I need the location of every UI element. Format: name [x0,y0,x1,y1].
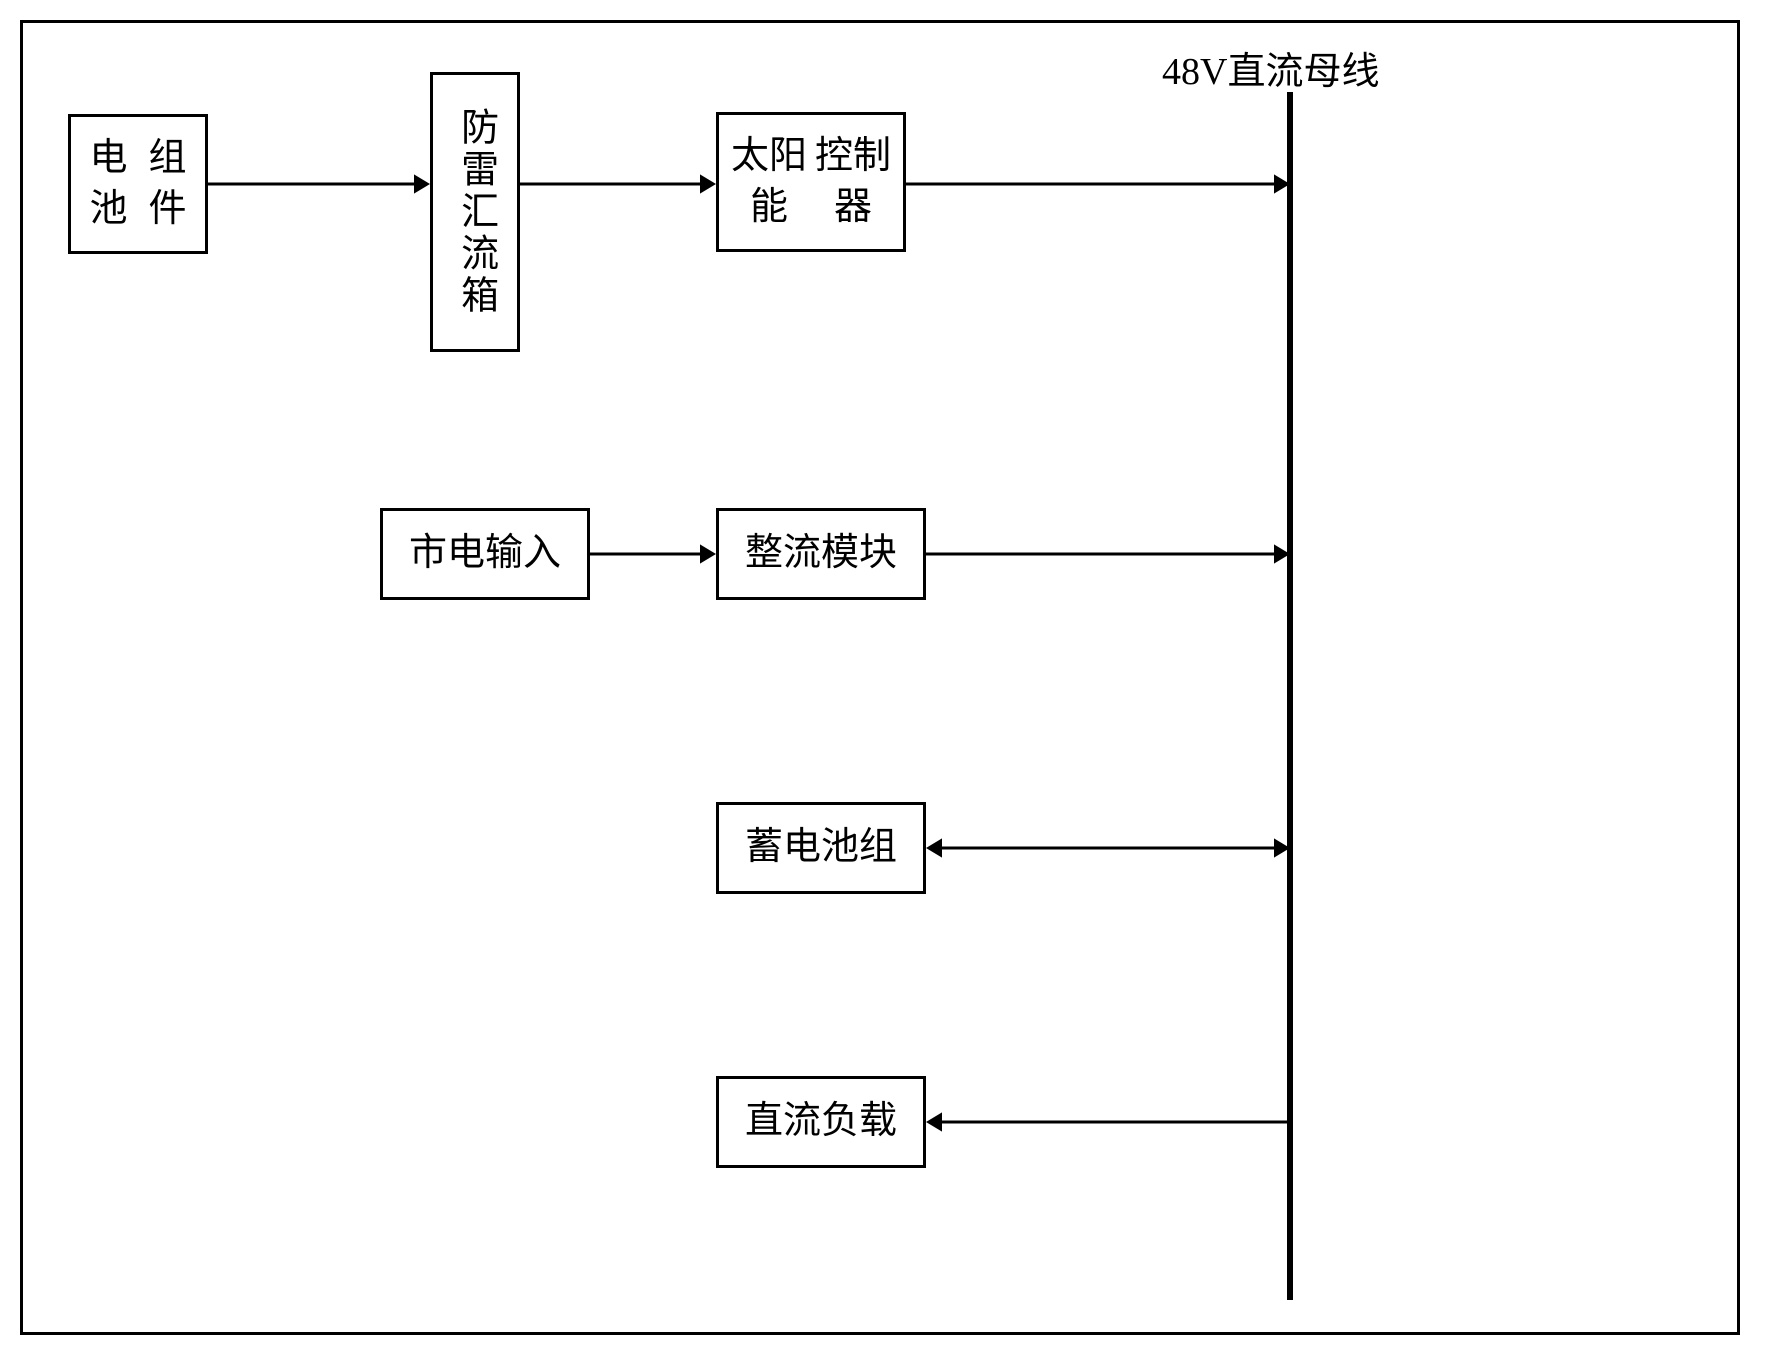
node-battery-module: 电池组件 [68,114,208,254]
bus-line [1287,92,1293,1300]
node-dc-load: 直流负载 [716,1076,926,1168]
node-solar-controller: 太阳能控制器 [716,112,906,252]
node-lightning-box: 防雷汇流箱 [430,72,520,352]
node-battery-pack: 蓄电池组 [716,802,926,894]
node-mains-input: 市电输入 [380,508,590,600]
bus-label: 48V直流母线 [1162,40,1379,95]
node-rectifier: 整流模块 [716,508,926,600]
